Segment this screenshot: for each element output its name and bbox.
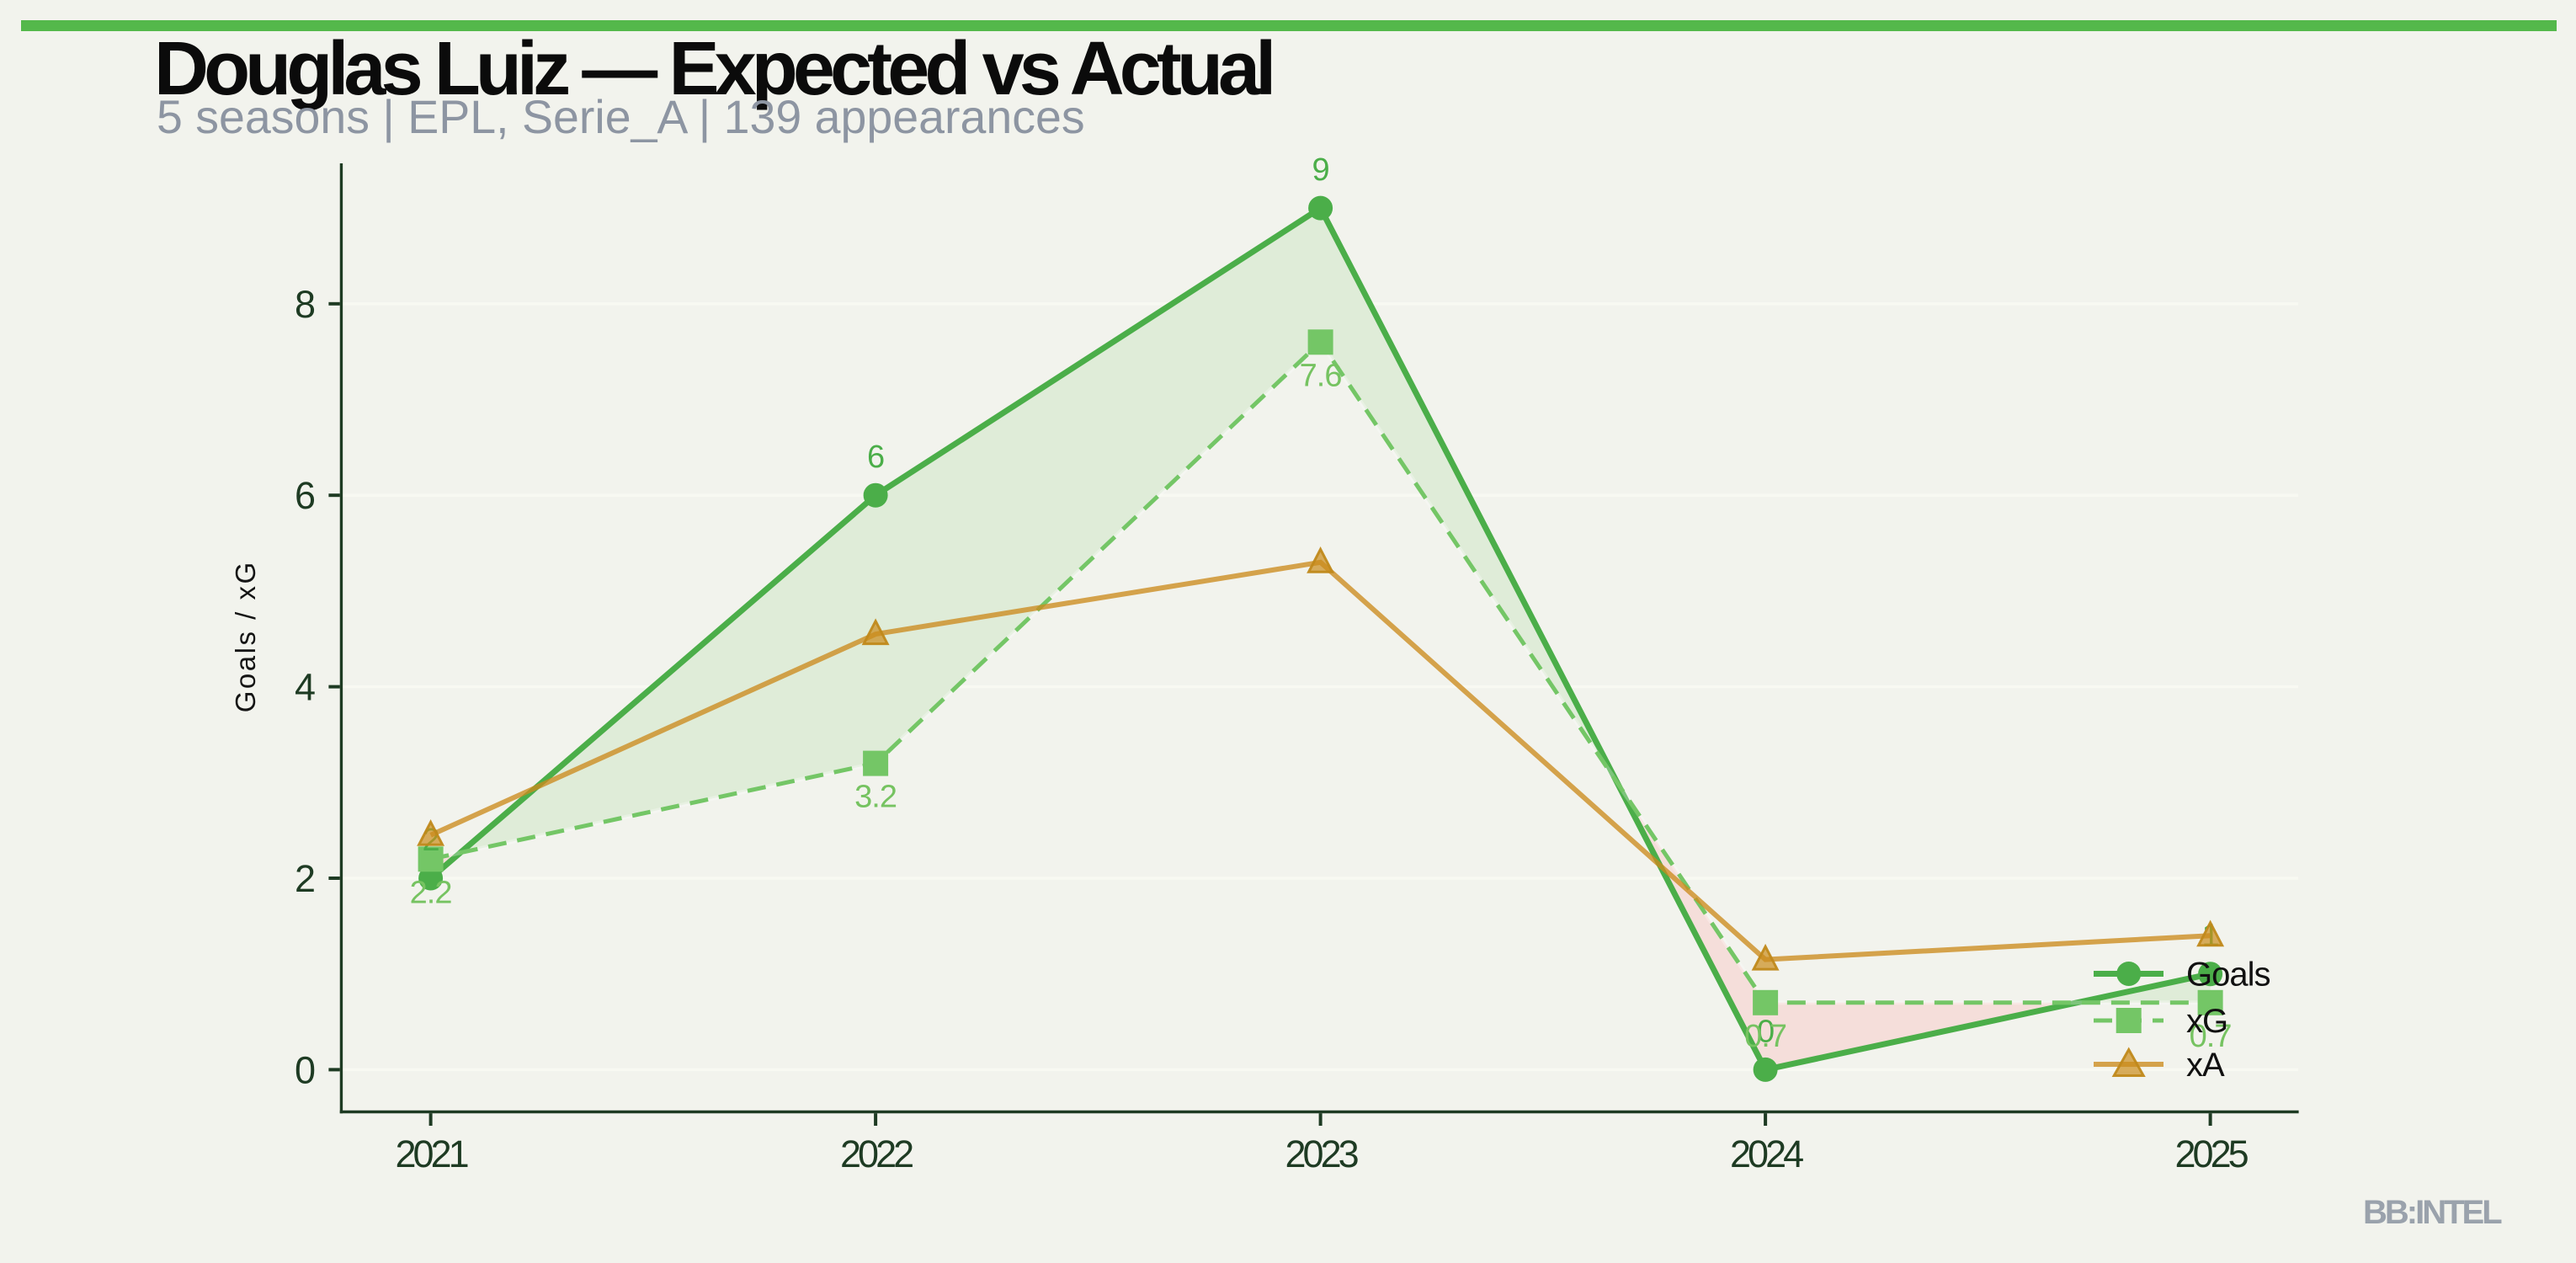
svg-text:2025: 2025: [2175, 1132, 2249, 1175]
svg-text:Goals: Goals: [2186, 957, 2270, 994]
svg-text:2: 2: [295, 857, 316, 900]
svg-text:0: 0: [295, 1048, 316, 1091]
svg-text:2022: 2022: [840, 1132, 913, 1175]
svg-text:2021: 2021: [396, 1132, 468, 1175]
svg-text:xG: xG: [2186, 1003, 2227, 1040]
svg-text:2023: 2023: [1285, 1132, 1359, 1175]
svg-text:2.2: 2.2: [410, 875, 452, 910]
svg-text:9: 9: [1312, 152, 1329, 188]
svg-text:2024: 2024: [1730, 1132, 1803, 1175]
svg-text:6: 6: [867, 440, 884, 475]
svg-text:3.2: 3.2: [854, 780, 897, 815]
svg-text:6: 6: [295, 474, 316, 517]
svg-text:Goals / xG: Goals / xG: [230, 560, 261, 712]
svg-text:0.7: 0.7: [2190, 1019, 2232, 1054]
svg-text:4: 4: [295, 666, 316, 709]
svg-text:7.6: 7.6: [1300, 358, 1342, 393]
svg-text:0: 0: [1757, 1014, 1774, 1049]
svg-text:0.7: 0.7: [1744, 1019, 1786, 1054]
svg-text:8: 8: [295, 283, 316, 326]
svg-text:BB:INTEL: BB:INTEL: [2363, 1194, 2502, 1231]
svg-text:xA: xA: [2186, 1047, 2225, 1084]
